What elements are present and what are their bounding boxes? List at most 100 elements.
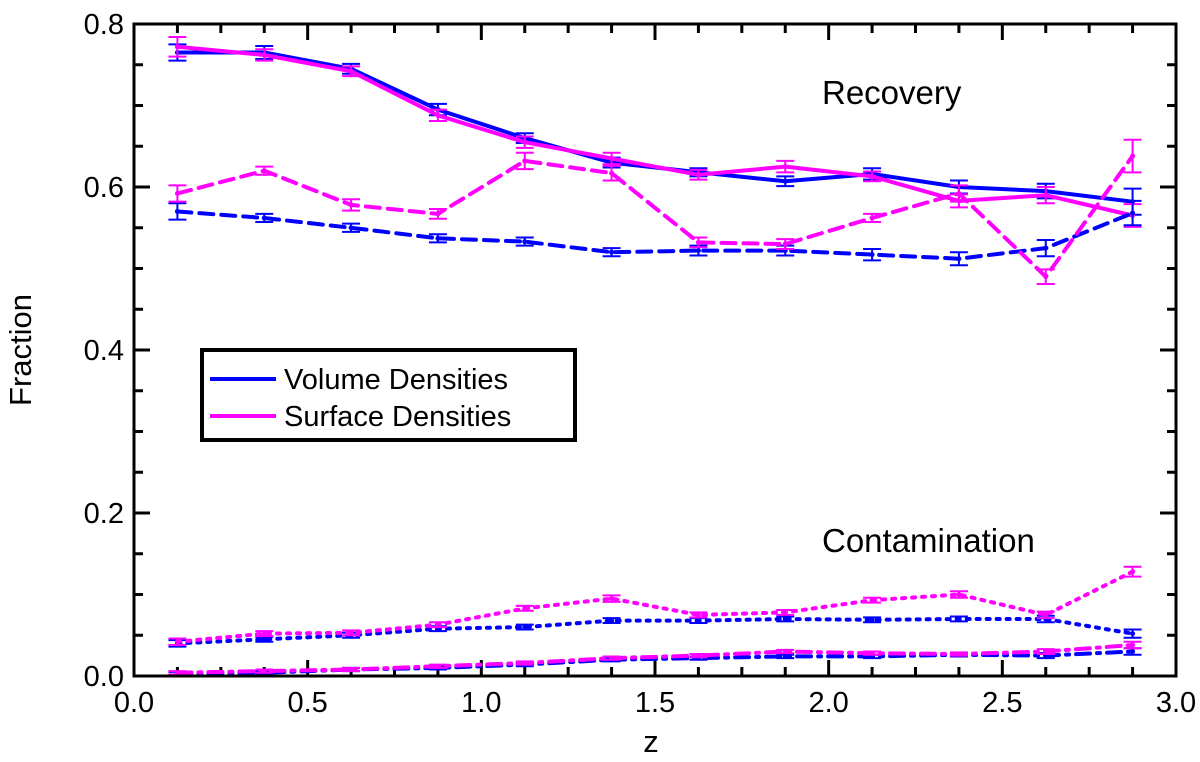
series-group: [168, 138, 1142, 285]
data-point: [348, 202, 354, 208]
y-tick-label: 0.8: [84, 9, 124, 41]
data-point: [869, 597, 875, 603]
data-point: [1043, 612, 1049, 618]
data-point: [695, 653, 701, 659]
data-point: [435, 211, 441, 217]
data-point: [174, 44, 180, 50]
data-point: [609, 155, 615, 161]
legend-box: [200, 348, 577, 442]
data-point: [695, 618, 701, 624]
x-tick-label: 2.0: [809, 687, 849, 719]
series-group: [168, 565, 1142, 647]
data-point: [782, 164, 788, 170]
data-point: [174, 670, 180, 676]
series-group: [168, 640, 1142, 676]
tick-labels: 0.0 0.5 1.0 1.5 2.0 2.5 3.0 0.0 0.2 0.4 0.6 0.8: [84, 9, 1196, 719]
data-point: [348, 68, 354, 74]
x-tick-label: 1.5: [635, 687, 675, 719]
data-point: [522, 139, 528, 145]
legend-label-volume: Volume Densities: [284, 364, 508, 396]
data-point: [609, 618, 615, 624]
data-point: [1043, 245, 1049, 251]
plot-frame: [132, 22, 1178, 678]
data-point: [869, 215, 875, 221]
series-line: [175, 209, 1135, 261]
data-point: [782, 241, 788, 247]
data-point: [522, 660, 528, 666]
data-point: [1130, 210, 1136, 216]
data-point: [261, 636, 267, 642]
data-point: [174, 208, 180, 214]
series-group: [168, 614, 1142, 648]
series-line: [175, 569, 1135, 644]
data-point: [1043, 274, 1049, 280]
data-point: [261, 52, 267, 58]
series-line: [175, 643, 1135, 675]
data-point: [522, 624, 528, 630]
data-point: [1043, 192, 1049, 198]
data-point: [695, 612, 701, 618]
data-point: [261, 668, 267, 674]
data-point: [956, 256, 962, 262]
data-point: [609, 655, 615, 661]
data-point: [522, 158, 528, 164]
annotation-recovery: Recovery: [822, 74, 962, 111]
data-point: [174, 191, 180, 197]
y-tick-label: 0.6: [84, 172, 124, 204]
data-point: [782, 609, 788, 615]
data-point: [695, 172, 701, 178]
series-line: [175, 44, 1135, 218]
x-tick-label: 0.0: [114, 687, 154, 719]
data-point: [1130, 642, 1136, 648]
data-point: [869, 617, 875, 623]
y-axis-title: Fraction: [3, 294, 38, 406]
data-point: [435, 663, 441, 669]
data-point: [1130, 569, 1136, 575]
data-point: [956, 592, 962, 597]
y-tick-label: 0.0: [84, 661, 124, 693]
x-tick-label: 1.0: [461, 687, 501, 719]
x-tick-label: 3.0: [1156, 687, 1196, 719]
data-point: [609, 170, 615, 176]
data-point: [1043, 649, 1049, 655]
data-point: [609, 249, 615, 255]
data-point: [348, 666, 354, 672]
data-point: [522, 239, 528, 245]
data-point: [782, 178, 788, 184]
series-line: [175, 617, 1135, 646]
series-group: [168, 199, 1142, 267]
data-point: [261, 215, 267, 221]
data-point: [261, 168, 267, 174]
series-group: [168, 36, 1142, 677]
data-point: [435, 112, 441, 118]
data-point: [782, 616, 788, 622]
data-point: [435, 235, 441, 241]
data-point: [1130, 153, 1136, 159]
x-axis-title: z: [643, 724, 659, 759]
legend-label-surface: Surface Densities: [284, 401, 511, 433]
data-point: [348, 225, 354, 231]
y-tick-label: 0.2: [84, 498, 124, 530]
data-point: [1130, 649, 1136, 655]
data-point: [695, 248, 701, 254]
data-point: [869, 173, 875, 179]
data-point: [956, 616, 962, 622]
data-point: [782, 649, 788, 655]
data-point: [956, 191, 962, 197]
data-point: [522, 605, 528, 611]
series-line: [175, 50, 1135, 204]
data-point: [869, 252, 875, 258]
data-point: [1130, 631, 1136, 637]
data-point: [348, 630, 354, 636]
data-point: [782, 653, 788, 659]
data-point: [869, 650, 875, 656]
series-line: [175, 154, 1135, 279]
x-tick-label: 2.5: [982, 687, 1022, 719]
y-tick-label: 0.4: [84, 335, 124, 367]
data-point: [695, 239, 701, 245]
data-point: [435, 622, 441, 628]
data-point: [174, 639, 180, 645]
x-tick-label: 0.5: [288, 687, 328, 719]
data-point: [261, 631, 267, 637]
data-point: [956, 651, 962, 657]
